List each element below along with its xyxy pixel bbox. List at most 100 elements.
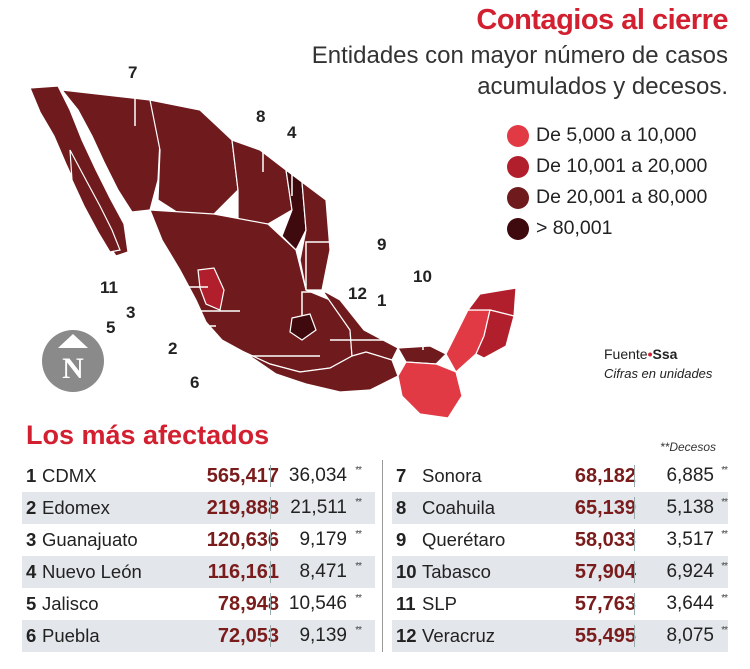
legend-swatch [507,124,529,147]
row-separator [270,561,271,583]
ranking-table-right: 7 Sonora 68,182 6,885 ** 8 Coahuila 65,1… [392,460,728,652]
table-row: 11 SLP 57,763 3,644 ** [392,588,728,620]
region-tamaulipas [299,180,331,291]
map-label-2: 2 [168,339,177,358]
map-label-8: 8 [256,107,265,126]
legend: De 5,000 a 10,000 De 10,001 a 20,000 De … [507,120,707,244]
row-deaths: 3,517 [666,529,714,550]
mexico-map: 7 8 4 9 10 11 12 3 1 5 2 6 [29,63,517,419]
table-row: 9 Querétaro 58,033 3,517 ** [392,524,728,556]
row-cases: 219,888 [206,496,279,519]
row-cases: 78,948 [217,592,279,615]
row-deaths: 5,138 [666,497,714,518]
row-state: CDMX [42,465,97,486]
table-row: 6 Puebla 72,053 9,139 ** [22,620,375,652]
row-rank: 6 [26,625,37,646]
deaths-marker: ** [660,440,670,454]
row-state: Edomex [42,497,110,518]
table-row: 3 Guanajuato 120,636 9,179 ** [22,524,375,556]
table-row: 7 Sonora 68,182 6,885 ** [392,460,728,492]
map-label-9: 9 [377,235,386,254]
region-cdmx [289,313,317,341]
infographic-title: Contagios al cierre [476,4,728,36]
row-cases: 57,763 [574,592,636,615]
map-label-11: 11 [100,278,118,297]
row-cases: 55,495 [574,624,636,647]
leader-line [330,318,384,341]
deaths-note-label: Decesos [669,440,717,454]
deaths-marker: ** [721,465,728,476]
row-state: SLP [422,593,457,614]
legend-swatch [507,186,529,209]
legend-item: > 80,001 [507,213,707,244]
row-separator [270,529,271,551]
map-label-7: 7 [128,63,137,82]
deaths-marker: ** [355,529,362,540]
deaths-marker: ** [355,465,362,476]
row-state: Sonora [422,465,482,486]
row-deaths: 6,885 [666,465,714,486]
row-state: Nuevo León [42,561,142,582]
region-yucatan [466,287,517,317]
deaths-marker: ** [355,593,362,604]
table-row: 12 Veracruz 55,495 8,075 ** [392,620,728,652]
row-state: Tabasco [422,561,491,582]
row-rank: 11 [396,593,416,614]
north-arrow-icon: N [42,330,104,392]
row-separator [634,465,635,487]
row-separator [270,465,271,487]
row-cases: 72,053 [217,624,279,647]
row-rank: 12 [396,625,417,646]
row-state: Guanajuato [42,529,138,550]
region-chihuahua [149,99,239,219]
deaths-marker: ** [355,625,362,636]
row-separator [270,497,271,519]
region-coahuila [231,139,293,225]
row-separator [634,561,635,583]
row-rank: 4 [26,561,37,582]
north-letter: N [62,352,84,385]
row-rank: 3 [26,529,37,550]
row-state: Veracruz [422,625,496,646]
map-label-10: 10 [413,267,432,286]
row-separator [634,625,635,647]
region-chiapas [397,361,463,419]
row-rank: 7 [396,465,407,486]
source-separator-icon: • [647,346,653,362]
map-label-1: 1 [377,291,386,310]
legend-label: De 5,000 a 10,000 [536,124,697,146]
row-separator [634,497,635,519]
row-state: Querétaro [422,529,506,550]
row-separator [270,593,271,615]
source-name: Ssa [652,346,678,362]
legend-item: De 20,001 a 80,000 [507,182,707,213]
source-prefix: Fuente [604,346,648,362]
deaths-marker: ** [721,561,728,572]
legend-label: De 20,001 a 80,000 [536,186,708,208]
source-line: Fuente•Ssa [604,346,677,362]
row-cases: 58,033 [574,528,636,551]
deaths-marker: ** [721,529,728,540]
table-row: 1 CDMX 565,417 36,034 ** [22,460,375,492]
table-row: 4 Nuevo León 116,161 8,471 ** [22,556,375,588]
table-row: 8 Coahuila 65,139 5,138 ** [392,492,728,524]
deaths-marker: ** [721,625,728,636]
row-deaths: 8,471 [299,561,347,582]
row-deaths: 36,034 [288,465,347,486]
row-deaths: 6,924 [666,561,714,582]
row-cases: 120,636 [206,528,279,551]
deaths-marker: ** [721,593,728,604]
row-separator [634,529,635,551]
legend-label: De 10,001 a 20,000 [536,155,708,177]
table-row: 10 Tabasco 57,904 6,924 ** [392,556,728,588]
deaths-marker: ** [355,561,362,572]
row-rank: 5 [26,593,37,614]
deaths-note: **Decesos [660,440,716,454]
source-note: Cifras en unidades [604,366,713,381]
section-title: Los más afectados [26,420,270,450]
deaths-marker: ** [721,497,728,508]
row-rank: 9 [396,529,407,550]
leader-line [195,355,320,368]
row-state: Jalisco [42,593,99,614]
leader-line [301,291,342,316]
